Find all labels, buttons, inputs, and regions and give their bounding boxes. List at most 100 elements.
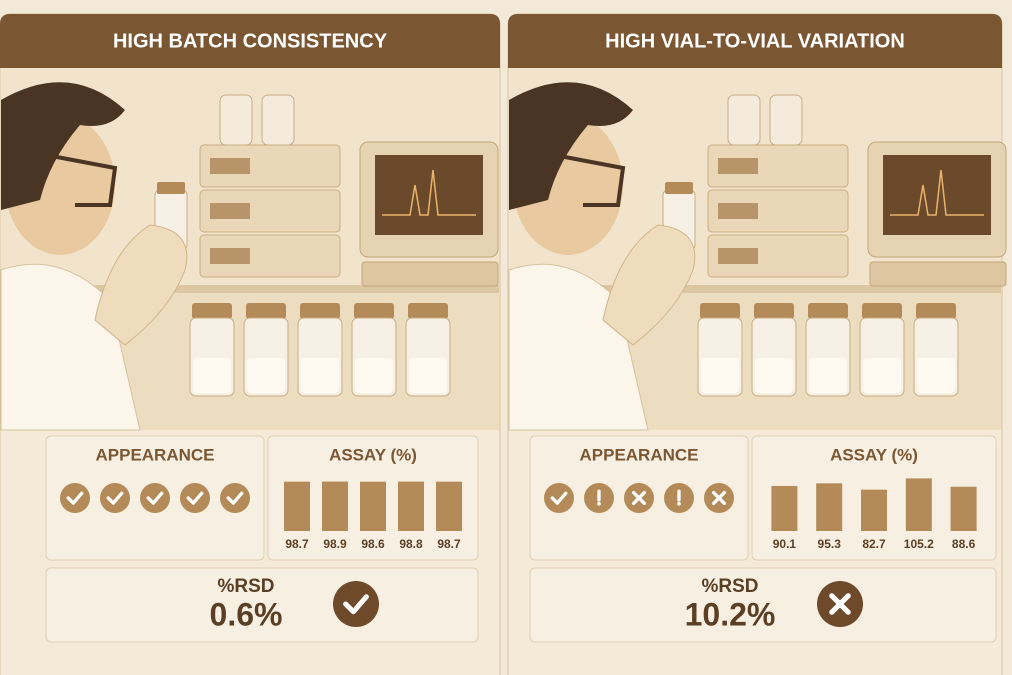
assay-bar <box>905 478 932 531</box>
lab-scene <box>0 68 499 431</box>
vial-cap <box>246 303 286 319</box>
panel-header <box>508 14 1002 68</box>
icon-check <box>186 491 204 505</box>
vial-cap <box>300 303 340 319</box>
assay-bar <box>816 483 843 531</box>
appearance-icon <box>664 483 694 513</box>
hair <box>509 82 633 210</box>
appearance-label: APPEARANCE <box>579 445 698 464</box>
bottle <box>219 94 253 146</box>
assay-value: 90.1 <box>773 537 797 551</box>
vial-powder <box>409 358 447 393</box>
appearance-icon <box>704 483 734 513</box>
chromatogram <box>382 169 476 216</box>
assay-title: ASSAY (%) <box>830 445 918 464</box>
glove <box>94 224 188 346</box>
glove <box>602 224 696 346</box>
rsd-label: %RSD <box>701 576 758 597</box>
icon-circle <box>180 483 210 513</box>
chromatogram <box>890 169 984 216</box>
instrument-display <box>718 203 758 219</box>
appearance-label: APPEARANCE <box>95 445 214 464</box>
icon-circle <box>220 483 250 513</box>
appearance-icon <box>60 483 90 513</box>
bench-edge <box>509 285 1001 293</box>
held-vial-cap <box>157 182 185 194</box>
vial-cap <box>754 303 794 319</box>
bottle <box>261 94 295 146</box>
appearance-icon <box>544 483 574 513</box>
assay-bar <box>284 481 310 531</box>
icon-check <box>226 491 244 505</box>
vial-powder <box>247 358 285 393</box>
appearance-icon <box>584 483 614 513</box>
appearance-icon <box>220 483 250 513</box>
vial-cap <box>862 303 902 319</box>
instrument-module <box>199 234 341 278</box>
assay-value: 82.7 <box>862 537 886 551</box>
panel-header <box>0 14 500 68</box>
instrument-module <box>199 189 341 233</box>
vial-cap <box>354 303 394 319</box>
verdict-icon <box>817 581 863 627</box>
icon-cross <box>829 593 851 615</box>
icon-cross <box>631 490 647 506</box>
appearance-icon <box>624 483 654 513</box>
icon-check <box>550 491 568 505</box>
icon-cross <box>711 490 727 506</box>
monitor-base <box>361 261 499 287</box>
assay-bar <box>861 489 887 531</box>
assay-value: 98.6 <box>361 537 385 551</box>
assay-value: 98.9 <box>323 537 347 551</box>
assay-value: 98.7 <box>285 537 309 551</box>
instrument-display <box>210 248 250 264</box>
goggles <box>527 148 626 207</box>
appearance-icon <box>140 483 170 513</box>
vial-powder <box>809 358 847 393</box>
assay-title: ASSAY (%) <box>329 445 417 464</box>
vial-powder <box>301 358 339 393</box>
vial-cap <box>408 303 448 319</box>
instrument-display <box>210 158 250 174</box>
monitor-screen <box>883 155 991 235</box>
vial-powder <box>863 358 901 393</box>
icon-check <box>106 491 124 505</box>
vial-powder <box>755 358 793 393</box>
icon-check <box>343 594 369 615</box>
assay-value: 98.8 <box>399 537 423 551</box>
bottle <box>769 94 803 146</box>
vial-cap <box>700 303 740 319</box>
bench-edge <box>1 285 499 293</box>
rsd-card <box>529 567 997 643</box>
rsd-label: %RSD <box>217 576 274 597</box>
appearance-icon <box>100 483 130 513</box>
lab-scene <box>508 68 1007 431</box>
icon-check <box>66 491 84 505</box>
goggles <box>19 148 118 207</box>
icon-circle <box>100 483 130 513</box>
hair <box>1 82 125 210</box>
assay-value: 105.2 <box>904 537 934 551</box>
vial-powder <box>701 358 739 393</box>
bottle <box>727 94 761 146</box>
vial-cap <box>916 303 956 319</box>
icon-check <box>146 491 164 505</box>
assay-bar <box>322 481 348 531</box>
icon-warn-dot <box>597 501 601 506</box>
appearance-icon <box>180 483 210 513</box>
assay-value: 98.7 <box>437 537 461 551</box>
vial-cap <box>808 303 848 319</box>
vial-powder <box>355 358 393 393</box>
monitor-screen <box>375 155 483 235</box>
icon-circle <box>60 483 90 513</box>
assay-value: 95.3 <box>818 537 842 551</box>
vial-cap <box>192 303 232 319</box>
instrument-display <box>718 248 758 264</box>
assay-bar <box>398 481 424 531</box>
icon-circle <box>140 483 170 513</box>
icon-circle <box>544 483 574 513</box>
panel: HIGH VIAL-TO-VIAL VARIATION APPEARANCE ASS… <box>507 13 1007 675</box>
held-vial-cap <box>665 182 693 194</box>
icon-circle <box>333 581 379 627</box>
